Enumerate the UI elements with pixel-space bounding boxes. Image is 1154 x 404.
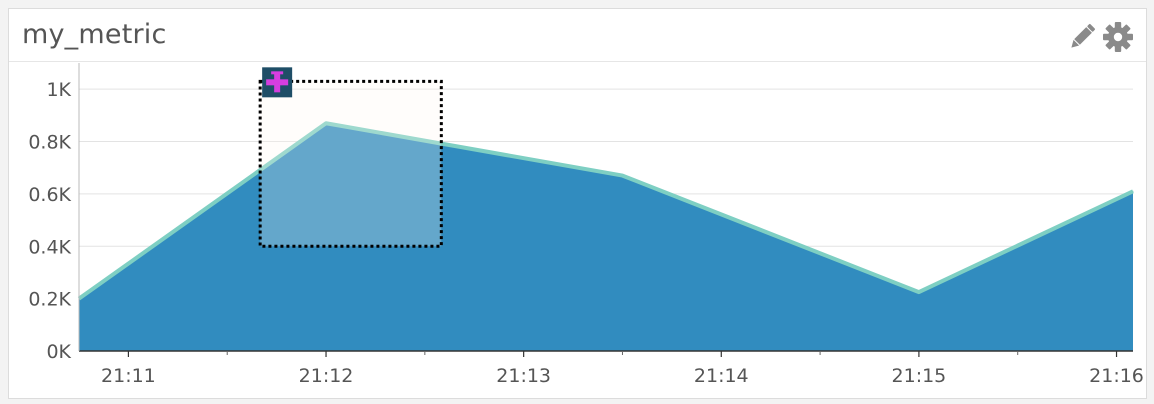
widget-title: my_metric — [22, 19, 167, 50]
x-tick-label: 21:15 — [892, 365, 947, 387]
add-annotation-icon — [271, 71, 284, 75]
widget-tools — [1052, 19, 1142, 55]
data-point-2 — [621, 175, 623, 177]
data-point-3 — [918, 291, 920, 293]
selection-border — [258, 79, 443, 248]
x-tick-label: 21:12 — [299, 365, 354, 387]
y-tick-label: 0.4K — [28, 236, 71, 258]
x-tick-label: 21:11 — [101, 365, 156, 387]
x-tick-label: 21:14 — [694, 365, 749, 387]
widget-header: my_metric — [9, 9, 1146, 62]
series-area — [77, 121, 1134, 351]
y-tick-label: 0.2K — [28, 289, 71, 311]
axes — [78, 63, 1133, 357]
selection-fill — [260, 81, 442, 247]
x-tick-label: 21:13 — [496, 365, 551, 387]
data-point-1 — [325, 122, 327, 124]
selection-icon-horizontal — [266, 79, 289, 86]
gear-icon — [1103, 22, 1133, 52]
y-tick-label: 0.8K — [28, 132, 71, 154]
x-tick-label: 21:16 — [1089, 365, 1144, 387]
y-axis-labels: 0K 0.2K 0.4K 0.6K 0.8K 1K — [28, 79, 71, 363]
edit-button[interactable] — [1064, 19, 1100, 55]
selection-region[interactable] — [258, 67, 443, 248]
y-tick-label: 1K — [46, 79, 71, 101]
settings-button[interactable] — [1100, 19, 1136, 55]
y-tick-label: 0K — [46, 341, 71, 363]
x-axis-labels: 21:11 21:12 21:13 21:14 21:15 21:16 — [101, 365, 1144, 387]
data-point-4 — [1132, 190, 1134, 192]
area-fill — [79, 123, 1133, 351]
y-tick-label: 0.6K — [28, 184, 71, 206]
pencil-icon — [1071, 23, 1096, 48]
